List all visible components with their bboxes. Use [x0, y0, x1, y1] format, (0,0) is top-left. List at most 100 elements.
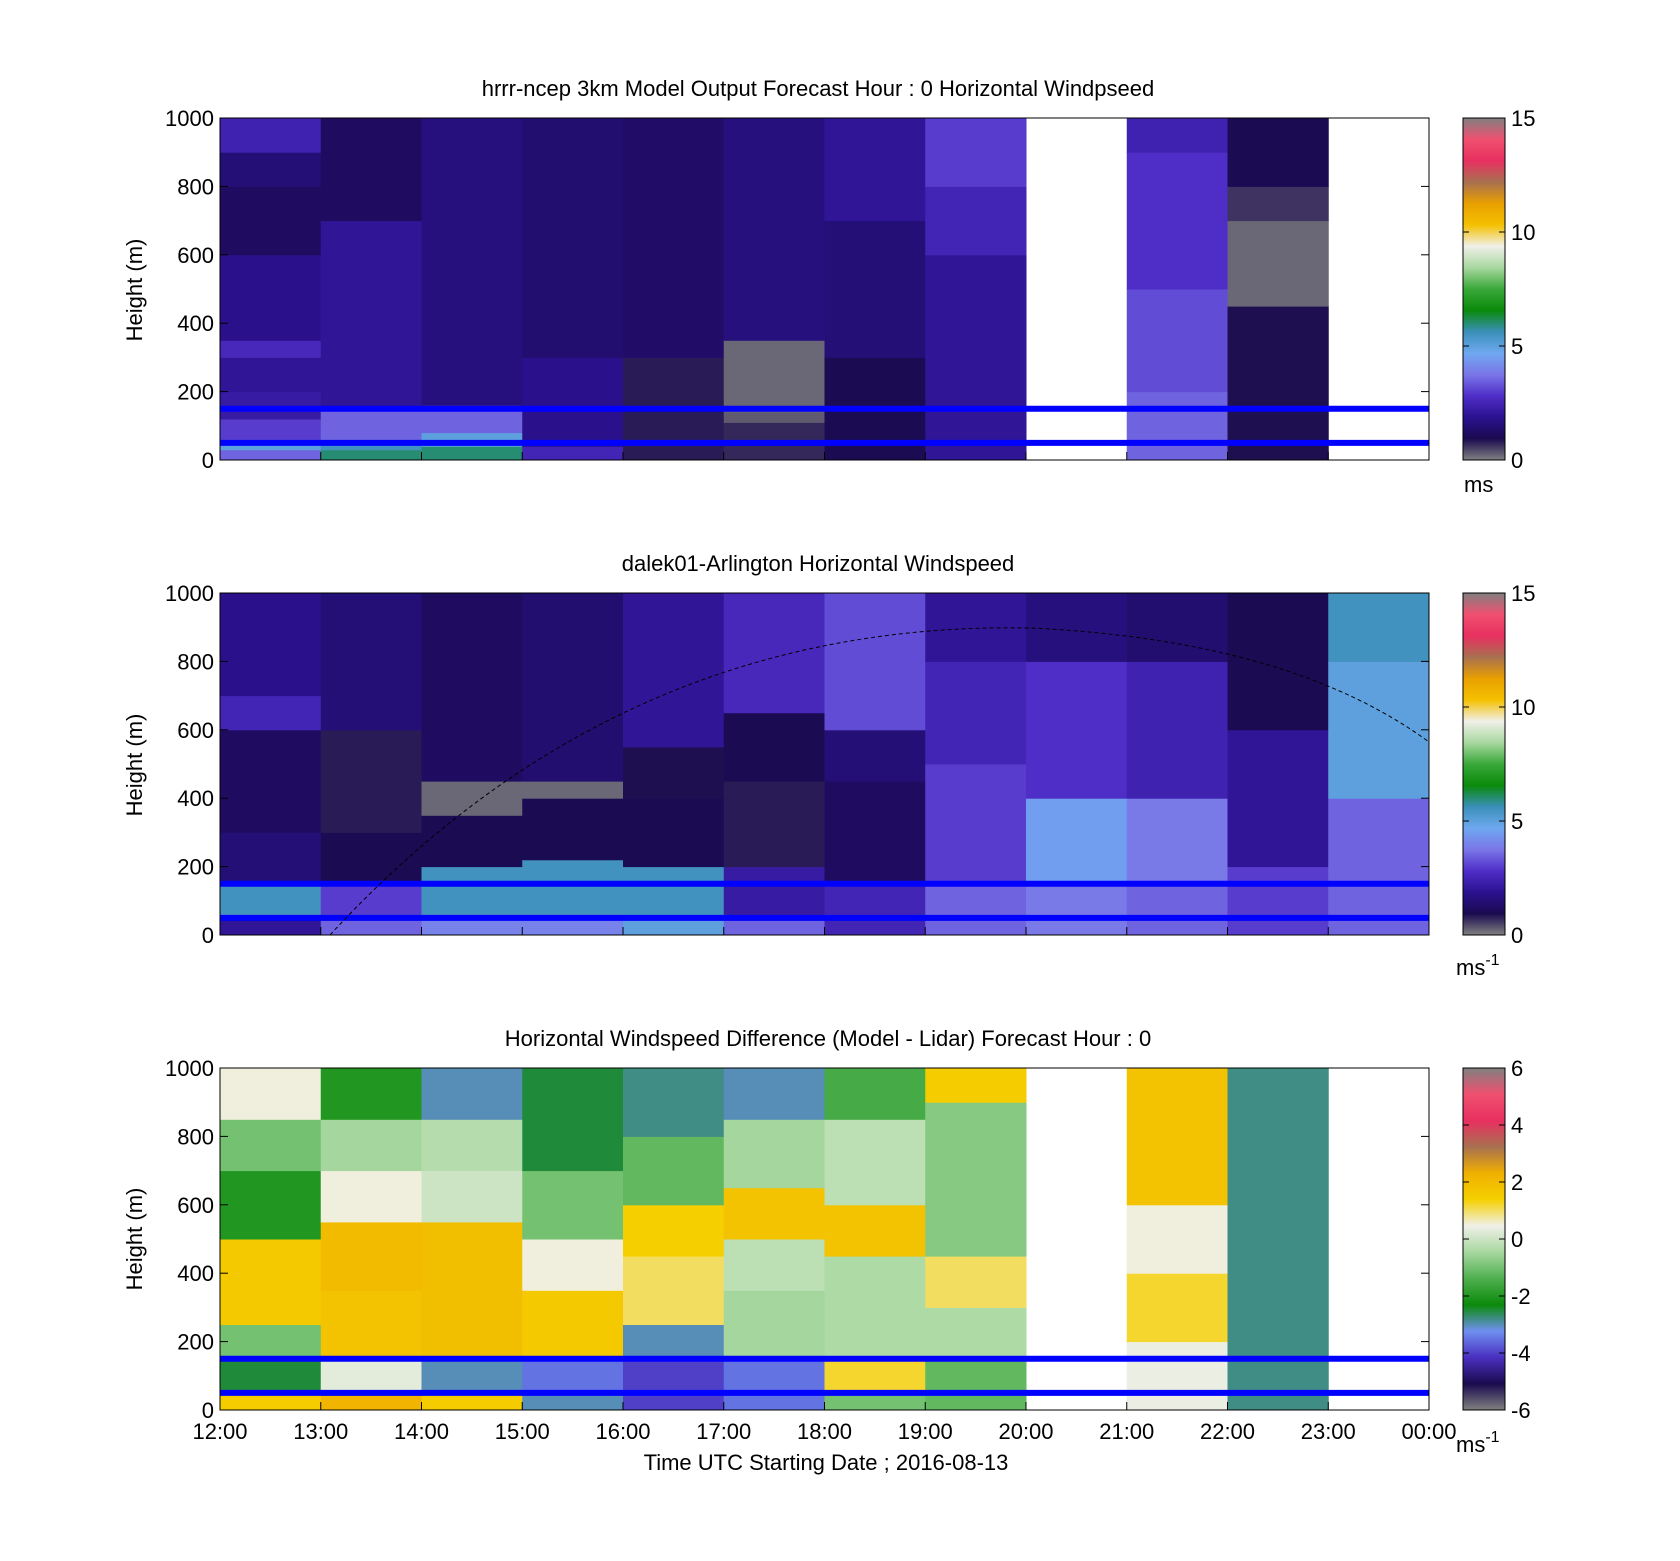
heatmap-cell — [220, 357, 322, 393]
heatmap-cell — [220, 832, 322, 885]
heatmap-cell — [623, 1204, 725, 1257]
panel-difference-heatmap — [220, 1068, 1329, 1411]
heatmap-cell — [1026, 661, 1128, 799]
heatmap-cell — [623, 1324, 725, 1360]
heatmap-cell — [522, 446, 624, 461]
heatmap-cell — [421, 446, 523, 461]
y-tick-label: 600 — [177, 243, 214, 268]
heatmap-cell — [421, 1119, 523, 1172]
x-tick-label: 14:00 — [394, 1419, 449, 1444]
heatmap-cell — [220, 1324, 322, 1360]
colorbar-tick-label: 15 — [1511, 106, 1535, 131]
heatmap-cell — [623, 1068, 725, 1137]
y-tick-label: 400 — [177, 786, 214, 811]
y-tick-label: 1000 — [165, 106, 214, 131]
x-tick-label: 23:00 — [1301, 1419, 1356, 1444]
heatmap-cell — [522, 781, 624, 799]
heatmap-cell — [1126, 883, 1228, 936]
panel-lidar-heatmap — [220, 593, 1430, 936]
heatmap-cell — [320, 220, 422, 410]
heatmap-cell — [623, 866, 725, 915]
heatmap-cell — [723, 781, 825, 868]
heatmap-cell — [421, 815, 523, 868]
heatmap-cell — [1026, 593, 1128, 662]
colorbar-tick-label: 5 — [1511, 334, 1523, 359]
heatmap-cell — [824, 781, 926, 885]
heatmap-cell — [421, 781, 523, 816]
heatmap-cell — [1126, 289, 1228, 393]
heatmap-cell — [421, 1068, 523, 1120]
y-tick-label: 800 — [177, 649, 214, 674]
heatmap-cell — [220, 186, 322, 256]
heatmap-cell — [522, 1068, 624, 1172]
panel-difference-x-ticks — [219, 1402, 1430, 1410]
heatmap-cell — [925, 1068, 1027, 1103]
panel-lidar-colorbar — [1462, 592, 1506, 936]
heatmap-cell — [824, 1392, 926, 1411]
heatmap-cell — [220, 152, 322, 187]
y-tick-label: 600 — [177, 718, 214, 743]
heatmap-cell — [220, 118, 322, 153]
panel-lidar-y-ticks: 0 200 400 600 800 1000 — [165, 581, 1429, 948]
heatmap-cell — [220, 1170, 322, 1240]
heatmap-cell — [925, 1256, 1027, 1308]
heatmap-cell — [522, 859, 624, 915]
y-tick-label: 800 — [177, 1124, 214, 1149]
heatmap-cell — [1227, 306, 1329, 461]
colorbar-tick-label: 2 — [1511, 1170, 1523, 1195]
colorbar-tick-label: 4 — [1511, 1113, 1523, 1138]
colorbar-tick-label: 0 — [1511, 923, 1523, 948]
x-tick-label: 19:00 — [898, 1419, 953, 1444]
heatmap-cell — [320, 408, 422, 440]
y-tick-label: 200 — [177, 855, 214, 880]
heatmap-cell — [1126, 118, 1228, 153]
heatmap-cell — [220, 340, 322, 358]
heatmap-cell — [522, 118, 624, 358]
y-tick-label: 600 — [177, 1193, 214, 1218]
heatmap-cell — [320, 1170, 422, 1223]
heatmap-cell — [1126, 593, 1228, 662]
heatmap-cell — [824, 1068, 926, 1120]
heatmap-cell — [320, 1068, 422, 1120]
heatmap-cell — [220, 418, 322, 440]
y-tick-label: 400 — [177, 311, 214, 336]
panel-model-heatmap — [220, 118, 1329, 461]
heatmap-cell — [1126, 1204, 1228, 1274]
heatmap-cell — [1126, 391, 1228, 461]
panel-lidar-title: dalek01-Arlington Horizontal Windspeed — [622, 551, 1015, 576]
y-tick-label: 800 — [177, 174, 214, 199]
heatmap-cell — [723, 866, 825, 915]
panel-difference-title: Horizontal Windspeed Difference (Model -… — [505, 1026, 1151, 1051]
heatmap-cell — [320, 593, 422, 731]
panel-lidar-colorbar-unit: ms-1 — [1456, 952, 1500, 980]
panel-difference-ylabel: Height (m) — [122, 1188, 147, 1291]
x-tick-label: 00:00 — [1401, 1419, 1456, 1444]
heatmap-cell — [1126, 798, 1228, 885]
heatmap-cell — [1227, 220, 1329, 307]
panel-model-ylabel: Height (m) — [122, 239, 147, 342]
heatmap-cell — [421, 866, 523, 915]
heatmap-cell — [1126, 1341, 1228, 1411]
heatmap-cell — [723, 340, 825, 413]
heatmap-cell — [925, 661, 1027, 765]
panel-model-colorbar — [1462, 117, 1506, 461]
heatmap-cell — [522, 1392, 624, 1411]
x-tick-label: 13:00 — [293, 1419, 348, 1444]
heatmap-cell — [623, 1256, 725, 1325]
x-tick-label: 12:00 — [192, 1419, 247, 1444]
heatmap-cell — [723, 1290, 825, 1360]
panel-model-reference-lines — [220, 405, 1429, 446]
heatmap-cell — [824, 1358, 926, 1394]
panel-model-colorbar-ticks: 0 5 10 15 — [1463, 106, 1535, 473]
heatmap-cell — [723, 1187, 825, 1240]
panel-lidar: dalek01-Arlington Horizontal Windspeed H… — [122, 551, 1535, 980]
heatmap-cell — [1227, 1068, 1329, 1411]
heatmap-cell — [220, 729, 322, 833]
panel-lidar-ylabel: Height (m) — [122, 714, 147, 817]
heatmap-cell — [421, 1358, 523, 1394]
x-tick-label: 16:00 — [595, 1419, 650, 1444]
heatmap-cell — [925, 118, 1027, 187]
colorbar-tick-label: 5 — [1511, 809, 1523, 834]
y-tick-label: 1000 — [165, 1056, 214, 1081]
